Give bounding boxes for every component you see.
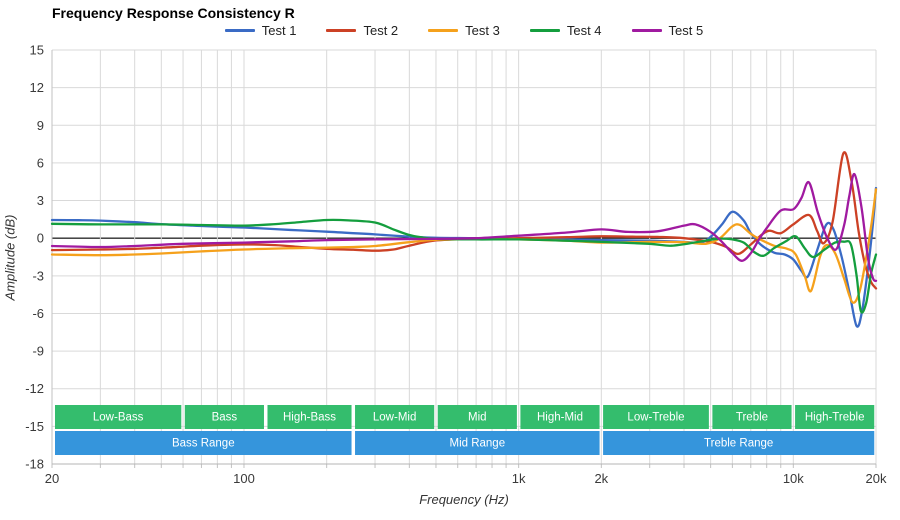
y-tick-label: 0 (37, 231, 44, 246)
band-low-bass-label: Low-Bass (93, 412, 144, 424)
band-treble-range (603, 431, 875, 455)
x-tick-label: 100 (233, 471, 255, 486)
legend-item-test-2[interactable]: Test 2 (326, 23, 398, 38)
y-tick-label: -15 (25, 419, 44, 434)
test-4-line-swatch (529, 29, 560, 32)
band-mid-range (355, 431, 600, 455)
band-treble-label: Treble (736, 412, 768, 424)
legend-label: Test 5 (668, 23, 704, 38)
y-tick-label: 6 (37, 155, 44, 170)
x-tick-label: 2k (594, 471, 608, 486)
band-mid (437, 405, 517, 429)
band-bass-range-label: Bass Range (172, 438, 235, 450)
band-low-treble (603, 405, 709, 429)
band-high-bass-label: High-Bass (283, 412, 336, 424)
series-line-test-1 (50, 186, 878, 328)
band-bass-label: Bass (212, 412, 238, 424)
band-mid-label: Mid (468, 412, 487, 424)
series-line-test-5 (50, 173, 878, 282)
y-tick-label: -6 (32, 306, 44, 321)
band-bass-range (55, 431, 352, 455)
band-high-mid-label: High-Mid (537, 412, 583, 424)
legend-item-test-4[interactable]: Test 4 (529, 23, 602, 38)
legend-label: Test 4 (566, 23, 602, 38)
y-tick-label: -12 (25, 381, 44, 396)
band-high-mid (520, 405, 600, 429)
y-tick-label: -3 (32, 268, 44, 283)
y-tick-label: 15 (30, 43, 44, 58)
y-tick-label: -18 (25, 457, 44, 472)
x-tick-label: 10k (783, 471, 804, 486)
legend-item-test-3[interactable]: Test 3 (428, 23, 500, 38)
band-low-mid-label: Low-Mid (373, 412, 416, 424)
band-high-treble (795, 405, 875, 429)
band-mid-range-label: Mid Range (449, 438, 505, 450)
chart-title: Frequency Response Consistency R (52, 5, 295, 21)
x-tick-label: 20k (866, 471, 887, 486)
legend-item-test-1[interactable]: Test 1 (224, 23, 297, 38)
band-bass (184, 405, 264, 429)
series-line-test-3 (50, 188, 878, 304)
band-high-treble-label: High-Treble (805, 412, 865, 424)
x-tick-label: 20 (45, 471, 59, 486)
legend-label: Test 2 (363, 23, 399, 38)
y-tick-label: 12 (30, 80, 44, 95)
band-high-bass (267, 405, 352, 429)
x-axis-title: Frequency (Hz) (419, 492, 509, 507)
y-tick-label: -9 (32, 344, 44, 359)
test-5-line-swatch (631, 29, 662, 32)
band-treble-range-label: Treble Range (704, 438, 773, 450)
band-low-treble-label: Low-Treble (627, 412, 684, 424)
series-line-test-2 (50, 151, 878, 290)
legend-label: Test 3 (465, 23, 500, 38)
test-2-line-swatch (326, 29, 357, 32)
x-tick-label: 1k (512, 471, 526, 486)
test-1-line-swatch (224, 29, 255, 32)
band-treble (712, 405, 792, 429)
legend-label: Test 1 (261, 23, 297, 38)
band-low-bass (55, 405, 182, 429)
y-tick-label: 9 (37, 118, 44, 133)
legend: Test 1 Test 2 Test 3 Test 4 Test 5 (52, 23, 876, 38)
legend-item-test-5[interactable]: Test 5 (631, 23, 704, 38)
test-3-line-swatch (428, 29, 459, 32)
y-tick-label: 3 (37, 193, 44, 208)
band-low-mid (355, 405, 435, 429)
